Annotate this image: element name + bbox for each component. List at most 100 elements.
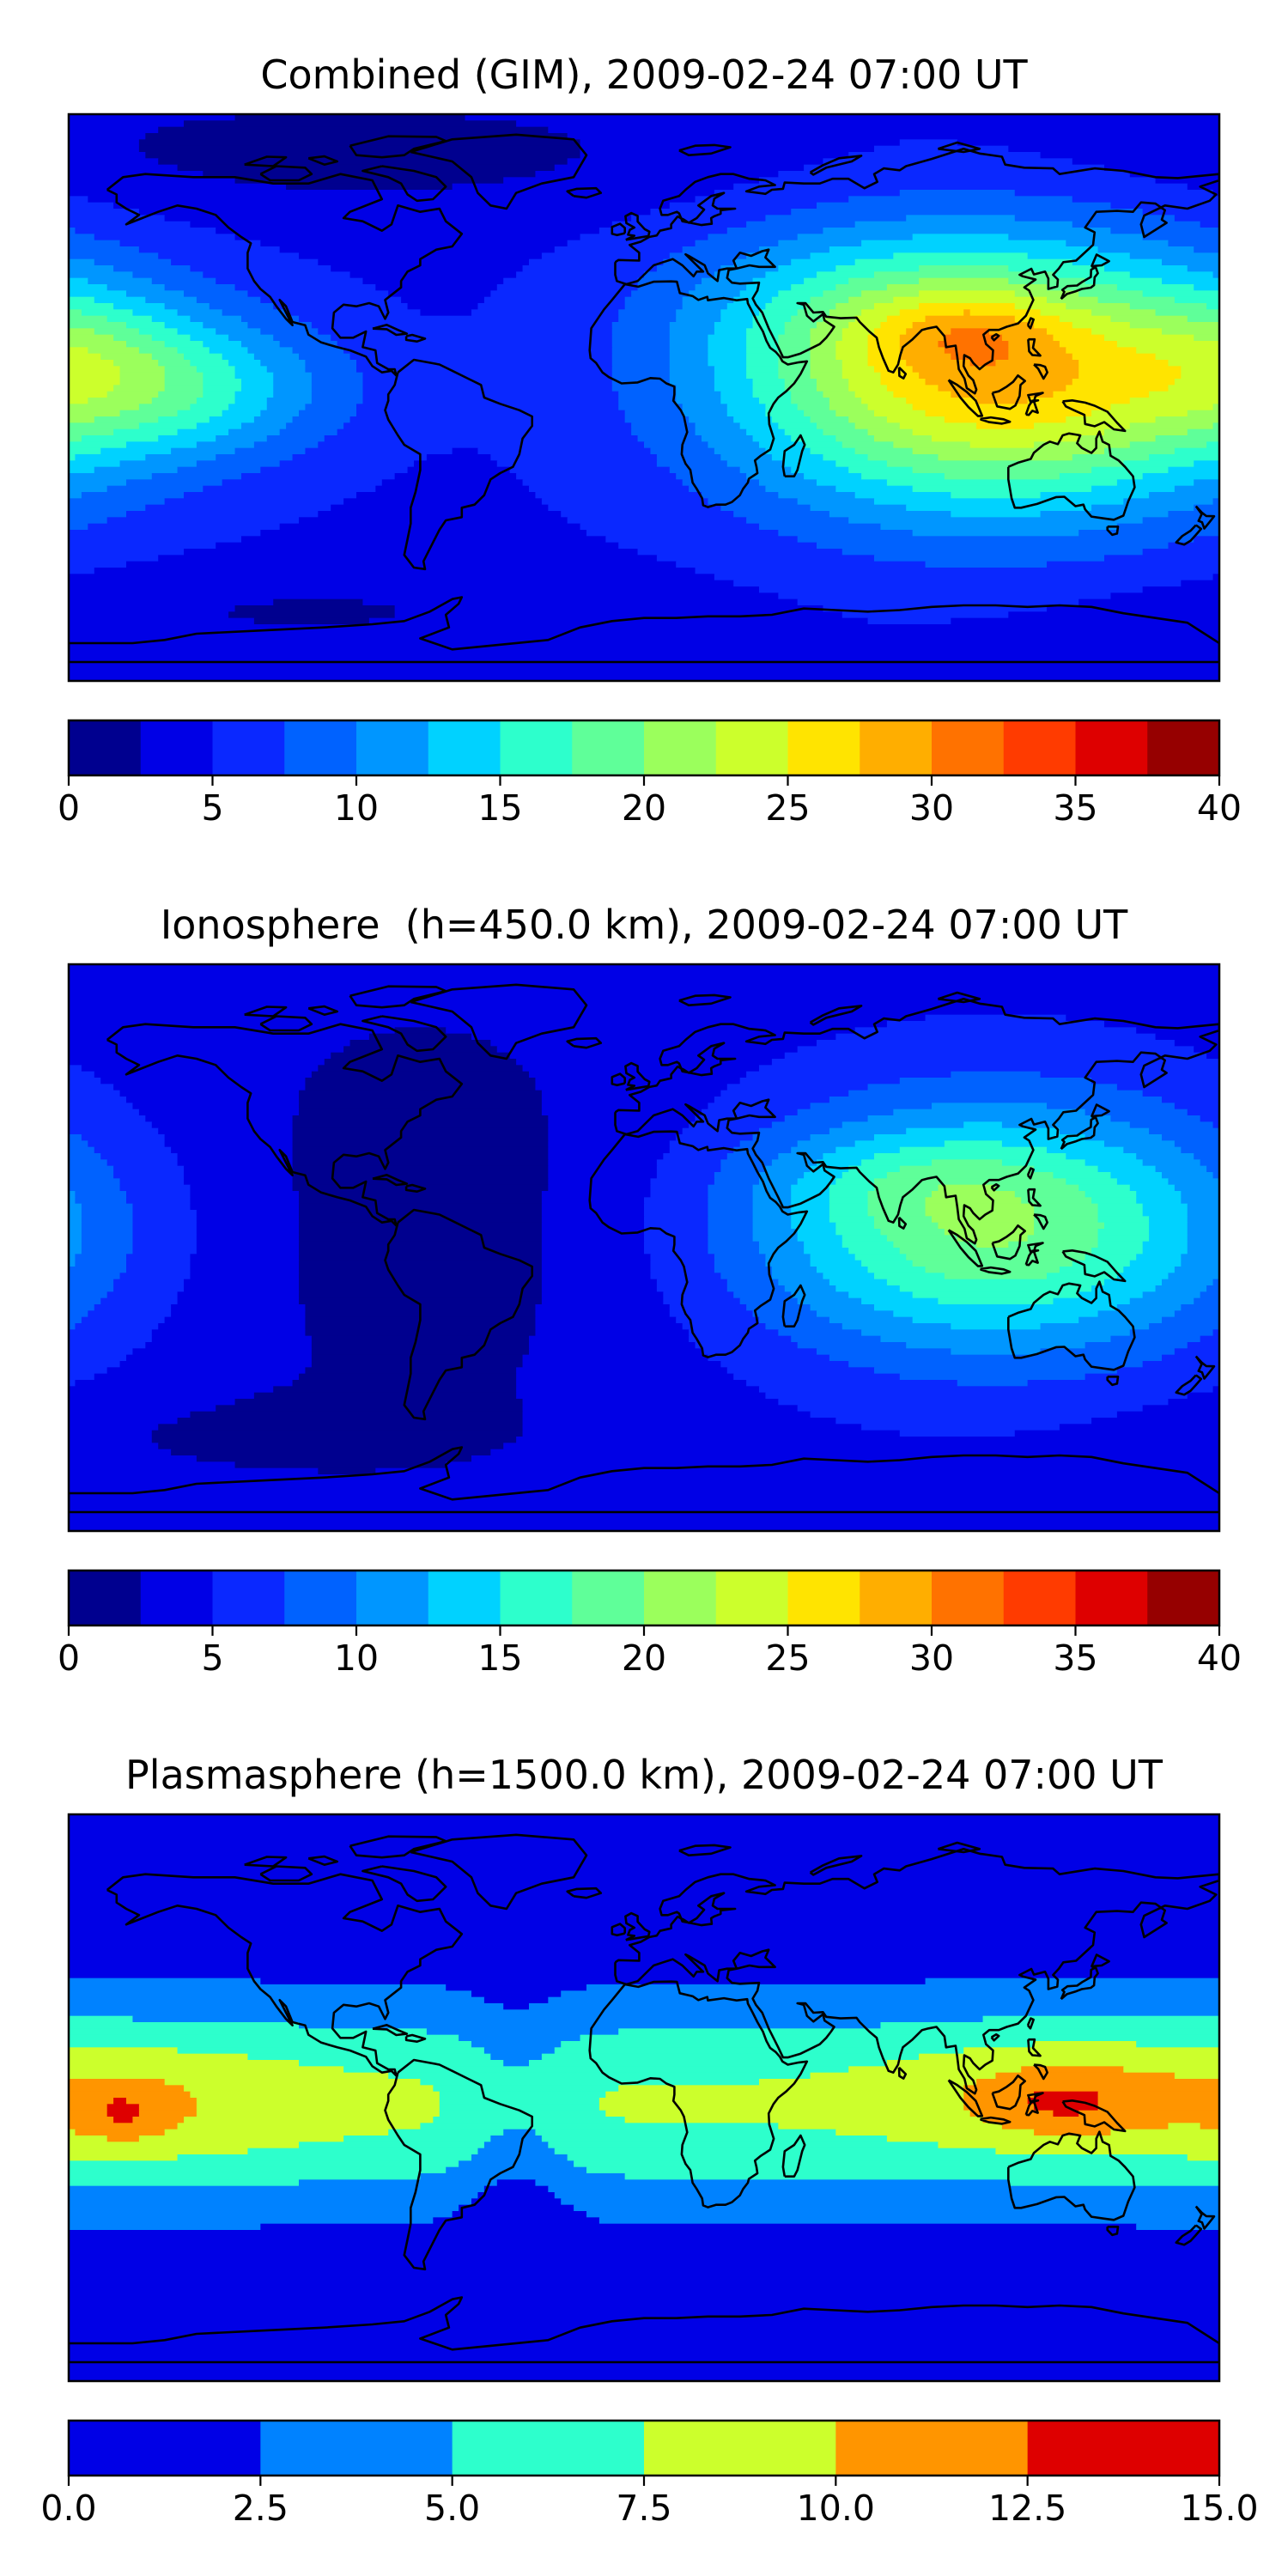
field-cell <box>771 1159 817 1167</box>
coastline <box>372 2024 409 2037</box>
coastline <box>410 133 588 210</box>
field-cell <box>69 347 88 355</box>
field-cell <box>1084 1134 1163 1141</box>
field-cell <box>216 1405 524 1413</box>
field-cell <box>669 1304 747 1311</box>
field-cell <box>286 183 453 191</box>
field-cell <box>69 1273 121 1280</box>
field-cell <box>861 473 945 480</box>
field-cell <box>1047 296 1099 304</box>
field-cell <box>253 617 370 625</box>
field-cell <box>1078 372 1182 380</box>
field-cell <box>253 1392 517 1400</box>
field-cell <box>119 1178 185 1186</box>
field-cell <box>1168 1399 1219 1406</box>
field-cell <box>944 334 1003 342</box>
field-cell <box>650 1191 709 1198</box>
field-cell <box>1066 240 1170 247</box>
field-cell <box>203 322 249 329</box>
field-cell <box>746 473 805 480</box>
field-cell <box>69 1197 76 1205</box>
field-cell <box>771 1273 824 1280</box>
field-cell <box>611 328 671 336</box>
coastline <box>624 1061 651 1091</box>
field-cell <box>797 1297 862 1305</box>
field-cell <box>548 1127 683 1135</box>
field-cell <box>1162 1172 1214 1179</box>
coastline <box>69 2296 1219 2364</box>
colorbar-bin <box>284 720 357 775</box>
field-cell <box>69 1411 191 1419</box>
field-cell <box>184 549 639 556</box>
field-cell <box>765 1392 1188 1400</box>
field-cell <box>69 1216 82 1224</box>
field-cell <box>791 315 824 323</box>
coastline <box>307 1005 338 1016</box>
field-cell <box>81 1210 134 1217</box>
field-cell <box>848 1165 901 1173</box>
field-cell <box>311 1071 530 1078</box>
field-cell <box>1078 530 1219 537</box>
field-cell <box>69 422 140 430</box>
field-cell <box>158 158 568 166</box>
field-cell <box>1142 1210 1188 1217</box>
field-cell <box>69 517 108 525</box>
field-cell <box>669 341 709 348</box>
field-cell <box>69 1367 108 1375</box>
field-cell <box>720 1159 773 1167</box>
field-cell <box>1181 372 1219 380</box>
field-cell <box>1212 1172 1219 1179</box>
field-cell <box>69 536 242 544</box>
field-cell <box>656 1165 721 1173</box>
field-cell <box>1084 1191 1137 1198</box>
field-cell <box>689 1335 792 1343</box>
field-cell <box>1104 555 1219 562</box>
field-cell <box>69 2336 1219 2344</box>
field-cell <box>752 1222 792 1230</box>
colorbar-bin <box>284 1571 357 1625</box>
field-cell <box>817 422 856 430</box>
field-cell <box>273 372 313 380</box>
colorbar-tick-label: 20 <box>622 1637 666 1679</box>
field-cell <box>1116 1367 1219 1375</box>
field-cell <box>151 1121 294 1129</box>
field-cell <box>69 265 114 272</box>
field-cell <box>292 1153 549 1160</box>
field-cell <box>394 473 517 480</box>
field-cell <box>829 1316 914 1324</box>
field-cell <box>1149 1235 1188 1242</box>
field-cell <box>343 2136 491 2142</box>
field-cell <box>631 428 696 436</box>
field-cell <box>765 404 799 411</box>
field-cell <box>106 2104 140 2111</box>
field-cell <box>548 1184 652 1192</box>
field-cell <box>804 164 1105 172</box>
field-cell <box>222 410 261 417</box>
field-cell <box>663 1153 728 1160</box>
field-cell <box>69 2028 428 2036</box>
field-cell <box>784 328 811 336</box>
field-cell <box>759 523 882 531</box>
field-cell <box>823 290 862 298</box>
field-cell <box>490 1449 1219 1456</box>
field-cell <box>151 1335 313 1343</box>
field-cell <box>995 2148 1219 2155</box>
field-cell <box>746 334 779 342</box>
field-cell <box>1206 303 1219 310</box>
field-cell <box>906 504 1092 512</box>
field-cell <box>925 561 1048 568</box>
coastline <box>947 1229 984 1267</box>
field-cell <box>100 353 153 361</box>
field-cell <box>804 1241 843 1249</box>
colorbar-bin <box>260 2421 453 2476</box>
field-cell <box>644 1216 709 1224</box>
field-cell <box>995 1184 1079 1192</box>
field-cell <box>253 416 294 423</box>
field-cell <box>720 504 811 512</box>
field-cell <box>113 385 166 392</box>
field-cell <box>69 1348 134 1356</box>
field-cell <box>164 284 236 291</box>
field-cell <box>343 347 613 355</box>
field-cell <box>702 1348 817 1356</box>
field-cell <box>886 2136 1219 2142</box>
